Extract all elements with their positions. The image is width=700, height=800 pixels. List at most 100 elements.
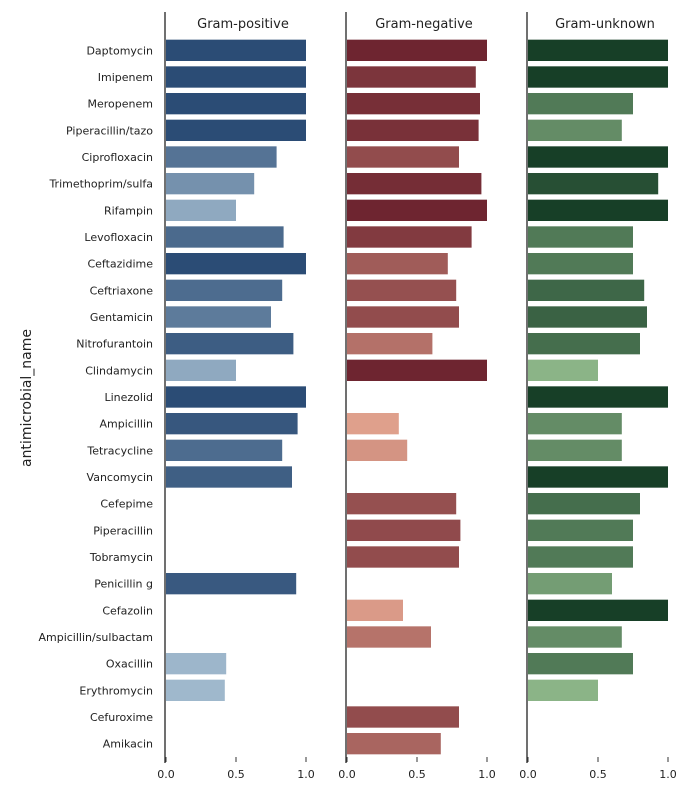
x-tick-label-gram-positive-1: 0.5: [227, 768, 245, 781]
y-tick-label-rifampin: Rifampin: [104, 204, 153, 217]
bar-gram-positive-gentamicin: [166, 306, 271, 328]
y-tick-label-clindamycin: Clindamycin: [85, 364, 153, 377]
bar-gram-unknown-levofloxacin: [528, 226, 633, 248]
bar-gram-unknown-piperacillin: [528, 519, 633, 541]
x-tick-label-gram-unknown-1: 0.5: [589, 768, 607, 781]
y-tick-label-piperacillin: Piperacillin: [93, 524, 153, 537]
bar-gram-negative-cefuroxime: [347, 706, 459, 728]
bar-gram-unknown-piperacillin-tazo: [528, 119, 622, 141]
bar-gram-negative-ampicillin-sulbactam: [347, 626, 431, 648]
y-tick-label-piperacillin-tazo: Piperacillin/tazo: [66, 124, 153, 137]
y-tick-label-nitrofurantoin: Nitrofurantoin: [76, 338, 153, 351]
y-tick-label-linezolid: Linezolid: [104, 391, 153, 404]
bar-gram-unknown-cefepime: [528, 493, 640, 515]
y-tick-label-amikacin: Amikacin: [103, 738, 153, 751]
bar-gram-negative-tobramycin: [347, 546, 459, 568]
bar-gram-positive-ceftazidime: [166, 253, 306, 275]
bar-gram-unknown-meropenem: [528, 93, 633, 115]
y-tick-label-cefepime: Cefepime: [100, 498, 153, 511]
y-tick-label-meropenem: Meropenem: [88, 98, 153, 111]
y-tick-label-levofloxacin: Levofloxacin: [84, 231, 153, 244]
bar-gram-negative-levofloxacin: [347, 226, 472, 248]
bar-gram-negative-ampicillin: [347, 413, 399, 435]
bar-gram-positive-erythromycin: [166, 679, 225, 701]
y-tick-label-tobramycin: Tobramycin: [89, 551, 153, 564]
bar-gram-unknown-imipenem: [528, 66, 668, 88]
bar-gram-unknown-ceftriaxone: [528, 279, 645, 301]
bar-gram-unknown-rifampin: [528, 199, 668, 221]
bar-gram-positive-ampicillin: [166, 413, 298, 435]
bar-gram-unknown-ceftazidime: [528, 253, 633, 275]
bar-gram-positive-nitrofurantoin: [166, 333, 294, 355]
bar-gram-unknown-nitrofurantoin: [528, 333, 640, 355]
bar-gram-positive-oxacillin: [166, 653, 227, 675]
y-tick-label-ampicillin-sulbactam: Ampicillin/sulbactam: [38, 631, 153, 644]
y-tick-label-ceftazidime: Ceftazidime: [87, 258, 153, 271]
bar-gram-negative-cefazolin: [347, 599, 403, 621]
x-tick-label-gram-negative-2: 1.0: [478, 768, 496, 781]
y-tick-label-ciprofloxacin: Ciprofloxacin: [82, 151, 153, 164]
y-tick-label-cefuroxime: Cefuroxime: [90, 711, 153, 724]
bar-gram-positive-clindamycin: [166, 359, 236, 381]
y-tick-label-ceftriaxone: Ceftriaxone: [90, 284, 154, 297]
bar-gram-negative-trimethoprim-sulfa: [347, 173, 482, 195]
x-tick-label-gram-unknown-2: 1.0: [659, 768, 677, 781]
bar-gram-unknown-linezolid: [528, 386, 668, 408]
bar-gram-unknown-ciprofloxacin: [528, 146, 668, 168]
bar-gram-negative-imipenem: [347, 66, 476, 88]
bar-gram-negative-ceftazidime: [347, 253, 448, 275]
bar-gram-positive-linezolid: [166, 386, 306, 408]
bar-gram-positive-meropenem: [166, 93, 306, 115]
x-tick-label-gram-positive-2: 1.0: [297, 768, 315, 781]
y-tick-label-erythromycin: Erythromycin: [79, 684, 153, 697]
y-axis-title: antimicrobial_name: [19, 329, 35, 467]
panel-title-gram-positive: Gram-positive: [197, 17, 289, 32]
bar-gram-negative-tetracycline: [347, 439, 408, 461]
bar-gram-unknown-vancomycin: [528, 466, 668, 488]
y-tick-label-daptomycin: Daptomycin: [86, 44, 153, 57]
y-tick-label-tetracycline: Tetracycline: [86, 444, 153, 457]
x-tick-label-gram-negative-0: 0.0: [338, 768, 356, 781]
bar-gram-unknown-ampicillin: [528, 413, 622, 435]
bar-gram-positive-ceftriaxone: [166, 279, 283, 301]
bar-gram-unknown-daptomycin: [528, 39, 668, 61]
y-tick-label-gentamicin: Gentamicin: [90, 311, 153, 324]
y-tick-label-penicillin-g: Penicillin g: [94, 578, 153, 591]
y-tick-label-oxacillin: Oxacillin: [106, 658, 153, 671]
bar-gram-negative-piperacillin: [347, 519, 461, 541]
bar-gram-positive-tetracycline: [166, 439, 283, 461]
bar-gram-positive-trimethoprim-sulfa: [166, 173, 255, 195]
bar-gram-negative-clindamycin: [347, 359, 487, 381]
bar-gram-positive-piperacillin-tazo: [166, 119, 306, 141]
bar-gram-unknown-penicillin-g: [528, 573, 612, 595]
bar-gram-unknown-oxacillin: [528, 653, 633, 675]
bar-gram-negative-ciprofloxacin: [347, 146, 459, 168]
bar-gram-negative-ceftriaxone: [347, 279, 457, 301]
x-tick-label-gram-positive-0: 0.0: [157, 768, 175, 781]
bar-gram-unknown-tetracycline: [528, 439, 622, 461]
x-tick-label-gram-negative-1: 0.5: [408, 768, 426, 781]
bar-gram-unknown-tobramycin: [528, 546, 633, 568]
bar-gram-positive-rifampin: [166, 199, 236, 221]
bar-gram-unknown-clindamycin: [528, 359, 598, 381]
bar-gram-positive-vancomycin: [166, 466, 292, 488]
bar-gram-negative-meropenem: [347, 93, 480, 115]
panel-title-gram-negative: Gram-negative: [375, 17, 473, 32]
bar-gram-positive-levofloxacin: [166, 226, 284, 248]
bar-gram-negative-amikacin: [347, 733, 441, 755]
bar-gram-unknown-ampicillin-sulbactam: [528, 626, 622, 648]
bar-gram-unknown-cefazolin: [528, 599, 668, 621]
y-tick-label-imipenem: Imipenem: [98, 71, 153, 84]
bar-gram-negative-nitrofurantoin: [347, 333, 433, 355]
bar-gram-unknown-erythromycin: [528, 679, 598, 701]
bar-gram-negative-gentamicin: [347, 306, 459, 328]
bar-gram-negative-daptomycin: [347, 39, 487, 61]
y-tick-label-trimethoprim-sulfa: Trimethoprim/sulfa: [48, 178, 153, 191]
bar-gram-negative-rifampin: [347, 199, 487, 221]
y-tick-label-cefazolin: Cefazolin: [102, 604, 153, 617]
panel-title-gram-unknown: Gram-unknown: [555, 17, 655, 32]
bar-gram-negative-cefepime: [347, 493, 457, 515]
bar-gram-unknown-trimethoprim-sulfa: [528, 173, 659, 195]
y-tick-label-ampicillin: Ampicillin: [99, 418, 153, 431]
